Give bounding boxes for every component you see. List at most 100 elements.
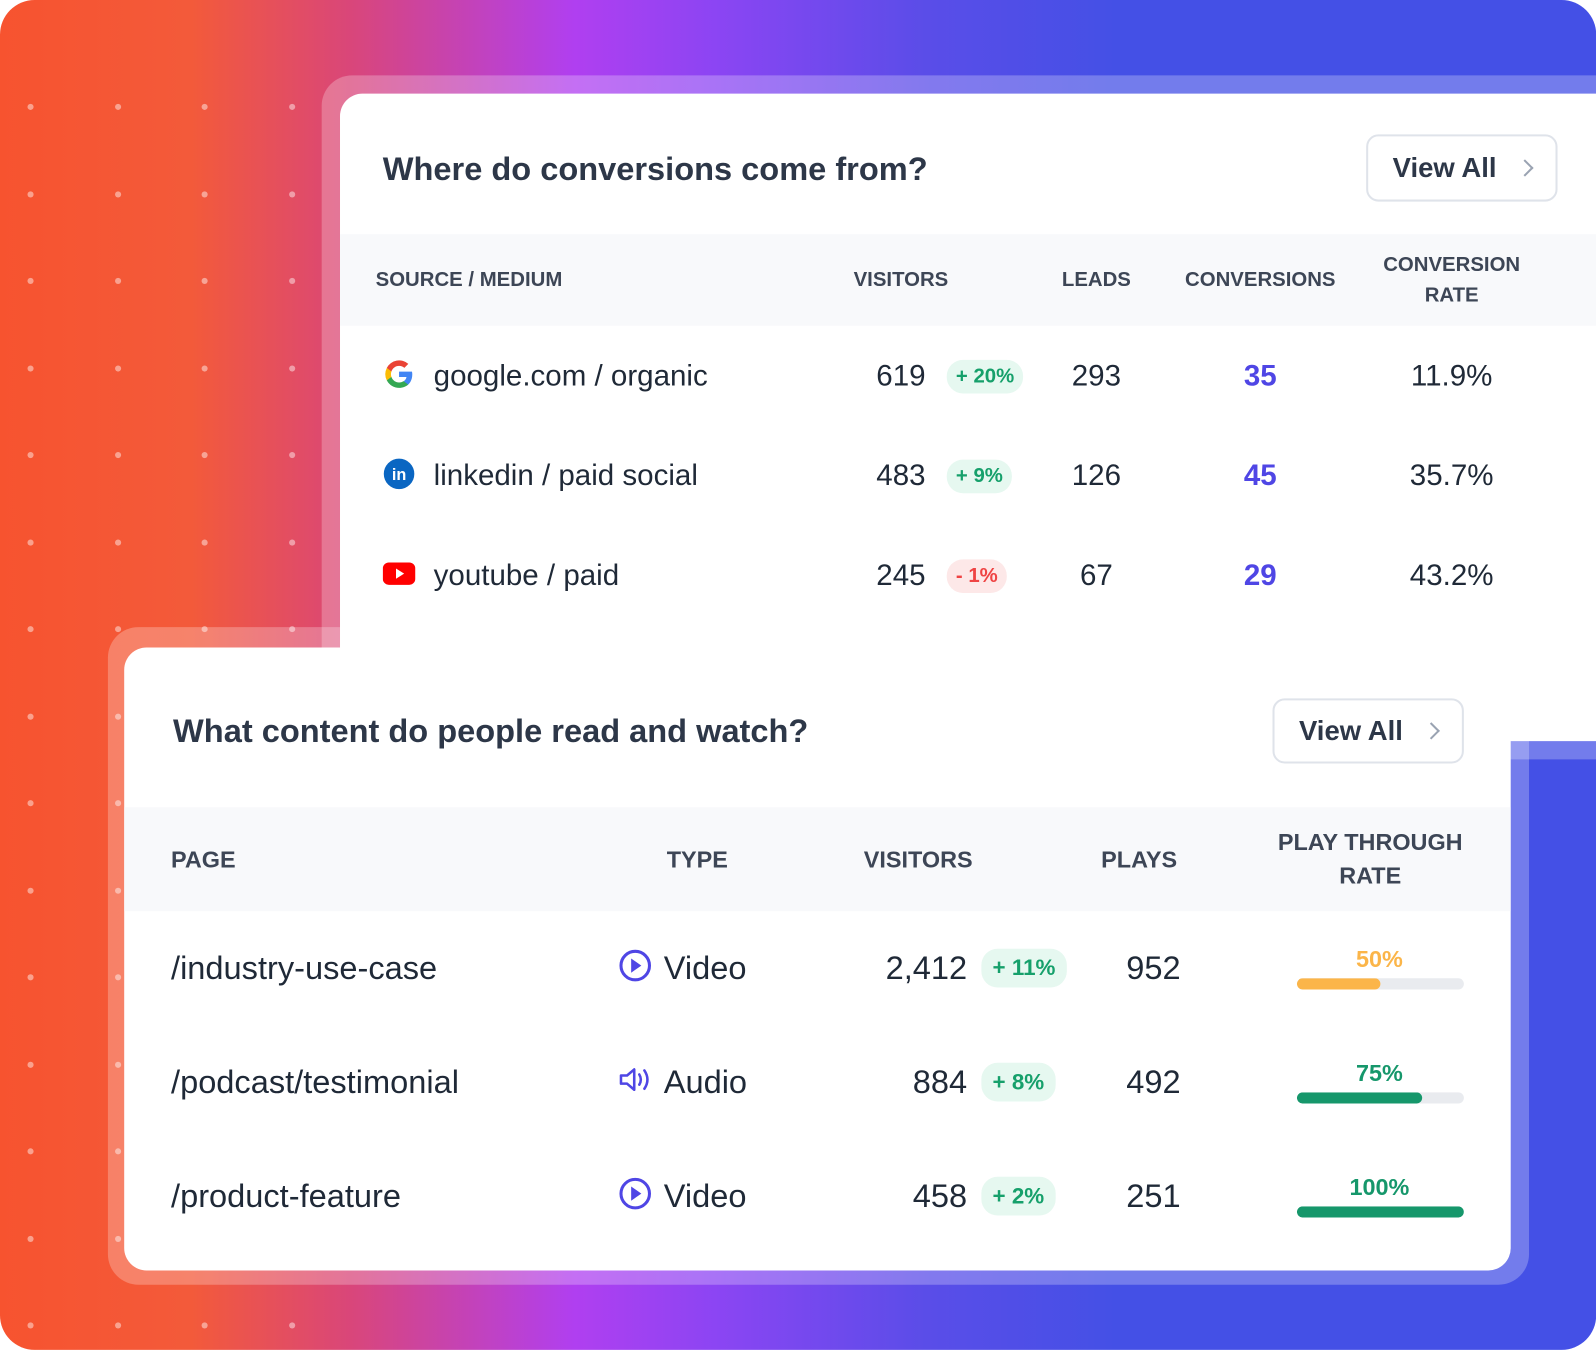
progress-bar [1296,978,1464,990]
conversion-rate-value: 43.2% [1409,559,1494,592]
visitors-value: 884 [912,1063,968,1100]
dot [27,1322,34,1329]
col-conversions: CONVERSIONS [1185,268,1336,292]
dot [27,539,34,546]
plays-value: 492 [1126,1063,1181,1100]
dot [27,626,34,633]
table-row[interactable]: youtube / paid 245 - 1% 67 29 43.2% [340,94,1596,741]
dot [114,713,121,720]
dot [114,626,121,633]
plays-value: 952 [1126,949,1181,986]
table-row[interactable]: /podcast/testimonial Audio 884 + 8% 492 75% [124,647,1511,1270]
conversions-value: 45 [1243,459,1277,493]
progress-fill [1296,978,1381,990]
youtube-icon [382,561,416,591]
dot [288,364,295,372]
page-link: /podcast/testimonial [171,1063,459,1100]
dot [114,1148,121,1155]
table-row[interactable]: in linkedin / paid social 483 + 9% 126 45 35.7… [340,94,1596,741]
conversions-value: 29 [1243,559,1277,592]
dot [288,103,295,110]
dot [27,1235,34,1242]
dot [27,1061,34,1068]
speaker-icon [618,1064,653,1100]
dot [27,277,34,285]
dot [114,800,121,807]
rate-label: 50% [1355,945,1403,973]
dot [201,277,208,285]
linkedin-icon: in [383,458,416,496]
change-badge: + 20% [946,359,1024,394]
dot [201,451,208,459]
view-all-button[interactable]: View All [1272,698,1464,764]
rate-label: 100% [1349,1173,1410,1201]
col-type: TYPE [666,845,728,873]
card-title: Where do conversions come from? [382,150,928,188]
dot [27,1148,34,1155]
dot [114,364,121,372]
change-badge: + 8% [981,1062,1056,1102]
conversions-value: 35 [1243,359,1277,393]
view-all-label: View All [1392,152,1497,183]
table-row[interactable]: /product-feature Video 458 + 2% 251 100% [124,647,1511,1270]
table-row[interactable]: google.com / organic 619 + 20% 293 35 11.9% [340,94,1596,741]
google-icon [383,358,416,396]
dot [288,451,295,459]
visitors-value: 619 [876,359,926,393]
dot [27,800,34,807]
col-visitors: VISITORS [853,268,949,292]
dot [114,974,121,981]
change-badge: - 1% [946,559,1007,593]
col-source: SOURCE / MEDIUM [375,268,563,292]
play-circle-icon [618,948,653,988]
table-row[interactable]: /industry-use-case Video 2,412 + 11% 952 50% [124,647,1511,1270]
col-page: PAGE [171,845,236,873]
visitors-value: 2,412 [885,949,968,986]
dot [114,1322,121,1329]
type-label: Audio [663,1063,748,1100]
leads-value: 67 [1079,559,1113,592]
dot [288,1322,295,1329]
dot [27,364,34,372]
conversions-card: Where do conversions come from? View All… [340,93,1596,742]
col-play-through-rate: PLAY THROUGH RATE [1277,828,1463,889]
dot [27,974,34,981]
dot [27,887,34,894]
col-leads: LEADS [1061,268,1131,292]
dot [288,190,295,197]
type-label: Video [663,1177,747,1214]
source-label: youtube / paid [433,559,620,592]
dot [27,451,34,459]
dot [114,1061,121,1068]
conversion-rate-value: 11.9% [1410,359,1493,393]
col-plays: PLAYS [1101,845,1178,873]
dot [201,364,208,372]
dot [288,626,295,633]
view-all-label: View All [1298,715,1403,746]
dot [288,277,295,285]
dot [27,190,34,197]
conversion-rate-value: 35.7% [1409,459,1494,493]
dot [201,190,208,197]
play-circle-icon [618,1176,653,1216]
dot [201,626,208,633]
progress-fill [1296,1206,1464,1218]
svg-text:in: in [392,466,406,484]
visitors-value: 458 [912,1177,968,1214]
content-card: What content do people read and watch? V… [124,647,1511,1271]
visitors-value: 245 [876,559,926,592]
dot [114,277,121,285]
dot [114,887,121,894]
change-badge: + 11% [981,948,1067,988]
view-all-button[interactable]: View All [1366,134,1558,202]
change-badge: + 2% [981,1176,1056,1216]
dot [201,539,208,546]
source-label: linkedin / paid social [433,459,698,493]
source-label: google.com / organic [433,359,708,393]
plays-value: 251 [1126,1177,1181,1214]
dot [201,1322,208,1329]
col-conversion-rate: CONVERSION RATE [1383,253,1521,307]
card-title: What content do people read and watch? [173,712,809,750]
progress-bar [1296,1092,1464,1104]
